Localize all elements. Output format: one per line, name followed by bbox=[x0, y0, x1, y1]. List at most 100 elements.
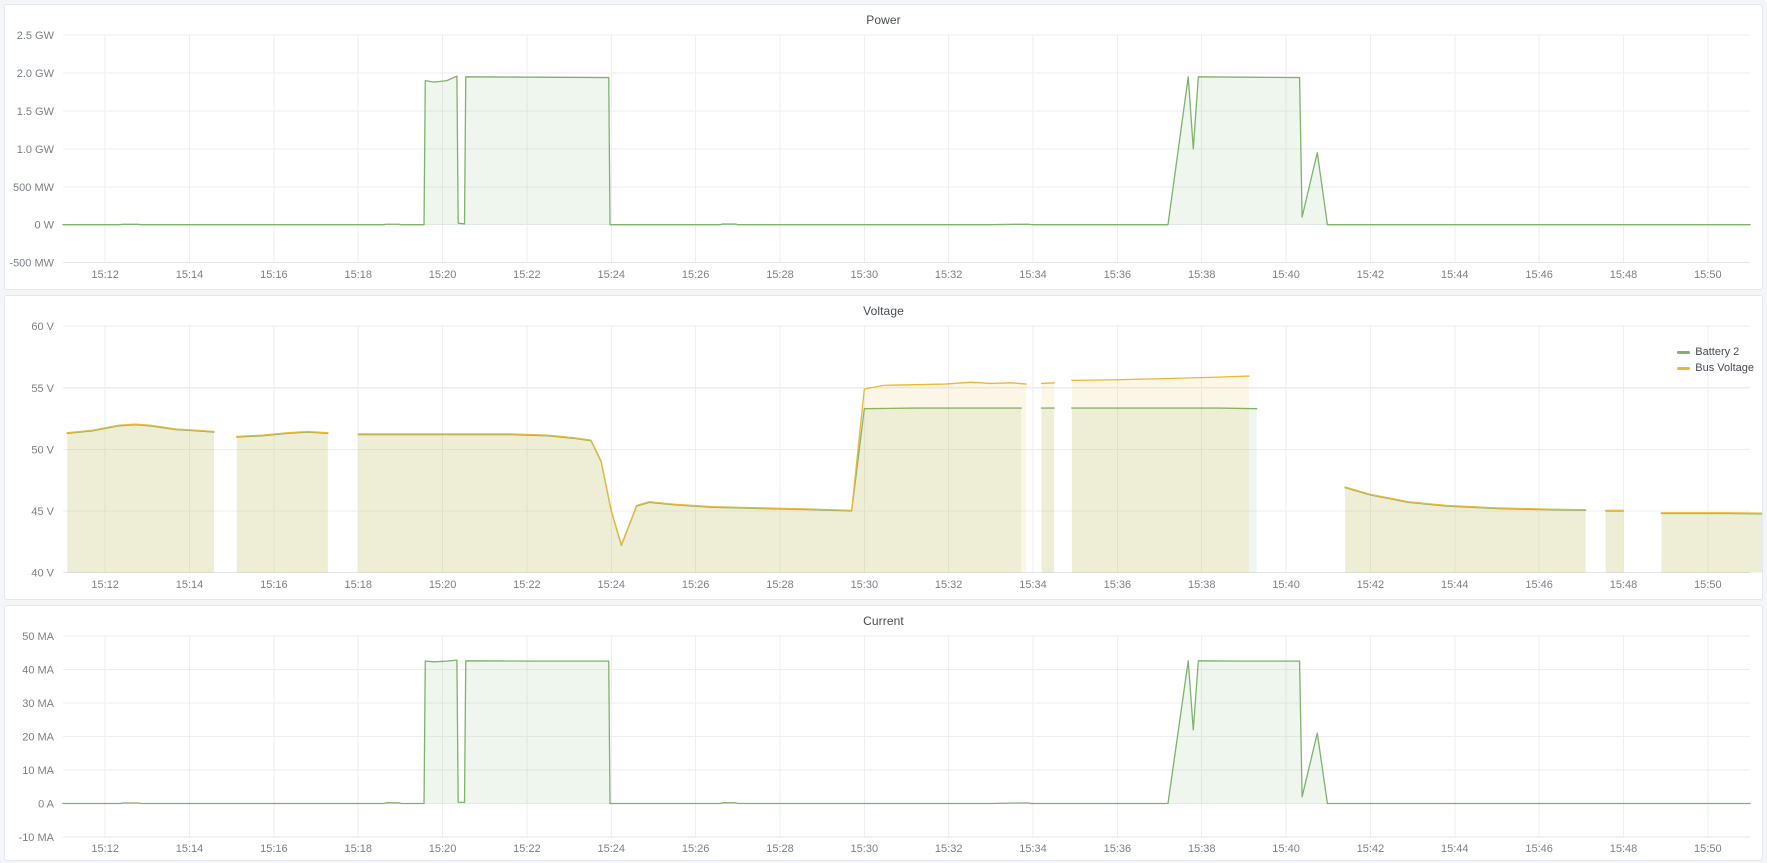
x-axis-tick-label: 15:26 bbox=[682, 579, 709, 591]
x-axis-tick-label: 15:44 bbox=[1441, 579, 1468, 591]
y-axis-tick-label: 1.0 GW bbox=[17, 144, 55, 156]
x-axis-tick-label: 15:20 bbox=[429, 269, 457, 281]
panel-title-voltage: Voltage bbox=[863, 304, 904, 318]
series-area-fill bbox=[1345, 486, 1586, 573]
y-axis-tick-label: 10 MA bbox=[22, 765, 54, 777]
series-area-fill bbox=[236, 432, 328, 573]
series-area-fill bbox=[1345, 487, 1586, 573]
x-axis-tick-label: 15:50 bbox=[1694, 269, 1722, 281]
x-axis-tick-label: 15:36 bbox=[1104, 843, 1132, 855]
series-area-fill bbox=[1661, 512, 1762, 573]
series-line[interactable] bbox=[66, 423, 215, 434]
series-area-fill bbox=[358, 408, 1022, 573]
y-axis-tick-label: 60 V bbox=[31, 321, 54, 333]
legend-swatch-icon bbox=[1677, 366, 1691, 370]
x-axis-tick-label: 15:48 bbox=[1610, 579, 1637, 591]
series-line[interactable] bbox=[357, 381, 1027, 546]
x-axis-tick-label: 15:14 bbox=[176, 843, 204, 855]
legend-label: Battery 2 bbox=[1695, 346, 1740, 358]
series-line[interactable] bbox=[62, 75, 1751, 226]
y-axis-tick-label: -10 MA bbox=[19, 832, 55, 844]
x-axis-tick-label: 15:46 bbox=[1525, 269, 1553, 281]
x-axis-tick-label: 15:12 bbox=[91, 843, 119, 855]
x-axis-tick-label: 15:26 bbox=[682, 269, 710, 281]
series-line[interactable] bbox=[1660, 411, 1762, 515]
legend-item-battery-2[interactable]: Battery 2 bbox=[1677, 344, 1754, 360]
panel-voltage[interactable]: Voltage Battery 2 Bus Voltage 40 V 45 V 50 … bbox=[4, 295, 1763, 600]
series-line[interactable] bbox=[1071, 375, 1250, 382]
x-axis-tick-label: 15:34 bbox=[1019, 579, 1046, 591]
x-axis-tick-label: 15:22 bbox=[513, 269, 541, 281]
y-axis-tick-label: 0 W bbox=[34, 220, 54, 232]
y-axis-tick-label: 2.5 GW bbox=[17, 30, 55, 42]
x-axis-tick-label: 15:28 bbox=[766, 579, 793, 591]
x-axis-tick-label: 15:24 bbox=[598, 579, 625, 591]
x-axis-tick-label: 15:18 bbox=[344, 843, 372, 855]
x-axis-tick-label: 15:12 bbox=[91, 579, 118, 591]
chart-power[interactable]: -500 MW 0 W 500 MW 1.0 GW 1.5 GW 2.0 GW 2.5 GW… bbox=[5, 27, 1762, 289]
x-axis-tick-label: 15:42 bbox=[1357, 579, 1384, 591]
series-line[interactable] bbox=[1040, 382, 1055, 385]
x-axis-tick-label: 15:30 bbox=[851, 579, 878, 591]
x-axis-tick-label: 15:30 bbox=[851, 843, 879, 855]
plot-area-power[interactable]: -500 MW 0 W 500 MW 1.0 GW 1.5 GW 2.0 GW 2.5 GW… bbox=[5, 27, 1762, 289]
x-axis-tick-label: 15:20 bbox=[429, 579, 456, 591]
series-area-fill bbox=[1661, 513, 1762, 573]
legend-voltage[interactable]: Battery 2 Bus Voltage bbox=[1677, 344, 1754, 376]
x-axis-tick-label: 15:16 bbox=[260, 579, 287, 591]
x-axis-tick-label: 15:38 bbox=[1188, 269, 1216, 281]
x-axis-tick-label: 15:24 bbox=[598, 269, 626, 281]
plot-area-voltage[interactable]: Battery 2 Bus Voltage 40 V 45 V 50 V 55 V 60 … bbox=[5, 318, 1762, 599]
x-axis-tick-label: 15:48 bbox=[1610, 843, 1638, 855]
series-area-fill bbox=[1071, 376, 1249, 573]
series-line[interactable] bbox=[1660, 407, 1762, 514]
series-area-fill bbox=[62, 76, 1750, 225]
chart-current[interactable]: -10 MA 0 A 10 MA 20 MA 30 MA 40 MA 50 MA 15:12 1… bbox=[5, 628, 1762, 861]
panel-power[interactable]: Power -500 MW 0 W 500 MW 1.0 GW 1.5 GW 2.0 GW… bbox=[4, 4, 1763, 290]
x-axis-tick-label: 15:22 bbox=[513, 843, 541, 855]
series-line[interactable] bbox=[1344, 486, 1587, 511]
x-axis-tick-label: 15:40 bbox=[1272, 579, 1299, 591]
x-axis-tick-label: 15:14 bbox=[176, 579, 203, 591]
panel-title-current: Current bbox=[863, 614, 904, 628]
x-axis-tick-label: 15:14 bbox=[176, 269, 204, 281]
x-axis-tick-label: 15:46 bbox=[1525, 579, 1552, 591]
x-axis-tick-label: 15:36 bbox=[1104, 579, 1131, 591]
series-area-fill bbox=[62, 660, 1750, 804]
x-axis-tick-label: 15:34 bbox=[1019, 269, 1047, 281]
y-axis-tick-label: 1.5 GW bbox=[17, 106, 55, 118]
series-area-fill bbox=[1041, 382, 1055, 573]
y-axis-tick-label: 45 V bbox=[31, 506, 54, 518]
x-axis-tick-label: 15:46 bbox=[1525, 843, 1553, 855]
x-axis-tick-label: 15:44 bbox=[1441, 843, 1469, 855]
x-axis-tick-label: 15:20 bbox=[429, 843, 457, 855]
legend-label: Bus Voltage bbox=[1695, 362, 1754, 374]
x-axis-tick-label: 15:32 bbox=[935, 579, 962, 591]
series-area-fill bbox=[67, 424, 214, 573]
x-axis-tick-label: 15:12 bbox=[91, 269, 119, 281]
plot-area-current[interactable]: -10 MA 0 A 10 MA 20 MA 30 MA 40 MA 50 MA 15:12 1… bbox=[5, 628, 1762, 861]
y-axis-tick-label: 20 MA bbox=[22, 732, 54, 744]
series-line[interactable] bbox=[236, 430, 329, 438]
y-axis-tick-label: 50 V bbox=[31, 444, 54, 456]
series-area-fill bbox=[1071, 408, 1257, 573]
legend-item-bus-voltage[interactable]: Bus Voltage bbox=[1677, 360, 1754, 376]
x-axis-tick-label: 15:42 bbox=[1357, 269, 1385, 281]
series-area-fill bbox=[358, 382, 1027, 573]
panel-current[interactable]: Current -10 MA 0 A 10 MA 20 MA 30 MA 40 MA 50 … bbox=[4, 605, 1763, 861]
x-axis-tick-label: 15:28 bbox=[766, 269, 794, 281]
panel-title-power: Power bbox=[866, 13, 901, 27]
legend-swatch-icon bbox=[1677, 350, 1691, 354]
series-area-fill bbox=[67, 424, 214, 573]
chart-voltage[interactable]: 40 V 45 V 50 V 55 V 60 V 15:12 15:14 15:16 15:18… bbox=[5, 318, 1762, 599]
x-axis-tick-label: 15:24 bbox=[598, 843, 626, 855]
x-axis-tick-label: 15:44 bbox=[1441, 269, 1469, 281]
x-axis-tick-label: 15:18 bbox=[344, 579, 371, 591]
y-axis-tick-label: 40 MA bbox=[22, 665, 54, 677]
x-axis-tick-label: 15:34 bbox=[1019, 843, 1047, 855]
series-line[interactable] bbox=[62, 659, 1751, 805]
x-axis-tick-label: 15:26 bbox=[682, 843, 710, 855]
series-line[interactable] bbox=[1071, 407, 1258, 410]
y-axis-tick-label: 50 MA bbox=[22, 631, 54, 643]
x-axis-tick-label: 15:36 bbox=[1104, 269, 1132, 281]
